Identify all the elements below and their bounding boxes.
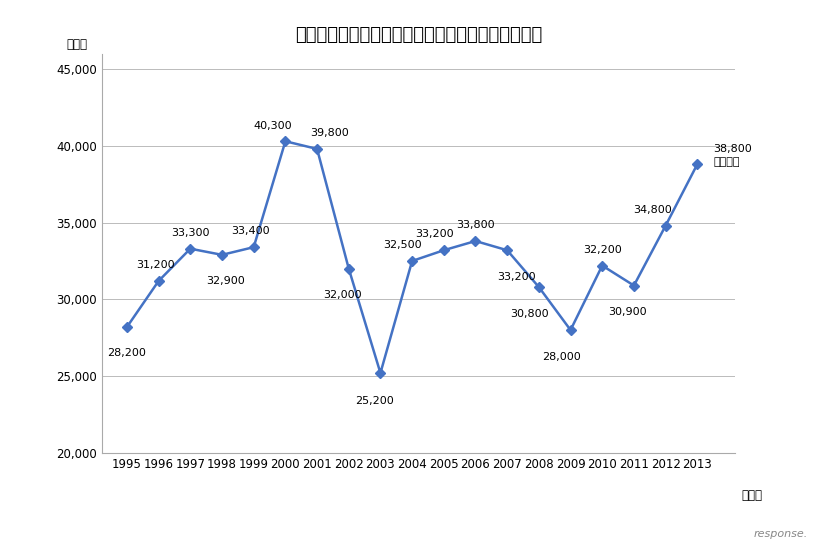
Text: response.: response. [753,529,807,539]
Text: 32,500: 32,500 [382,240,422,250]
Text: 33,800: 33,800 [455,220,494,230]
Text: 28,000: 28,000 [541,351,580,362]
Text: 30,900: 30,900 [608,307,646,317]
Text: 32,200: 32,200 [582,245,621,255]
Text: 39,800: 39,800 [310,128,349,138]
Text: （人）: （人） [66,38,88,51]
Text: 32,900: 32,900 [206,276,244,286]
Text: 33,200: 33,200 [497,271,536,282]
Text: 40,300: 40,300 [253,121,292,131]
Title: 開港以来の夏季多客期１日あたり国際線旅客数推移: 開港以来の夏季多客期１日あたり国際線旅客数推移 [295,26,541,44]
Text: 32,000: 32,000 [323,290,361,300]
Text: 34,800: 34,800 [633,205,672,215]
Text: （予想）: （予想） [713,157,739,166]
Text: 33,300: 33,300 [171,228,210,238]
Text: 28,200: 28,200 [107,349,147,358]
Text: 33,200: 33,200 [414,230,453,239]
Text: 38,800: 38,800 [713,144,751,153]
Text: 30,800: 30,800 [509,308,548,319]
Text: 25,200: 25,200 [355,396,393,406]
Text: 33,400: 33,400 [231,226,269,237]
Text: 31,200: 31,200 [136,260,174,270]
Text: （年）: （年） [740,489,762,502]
